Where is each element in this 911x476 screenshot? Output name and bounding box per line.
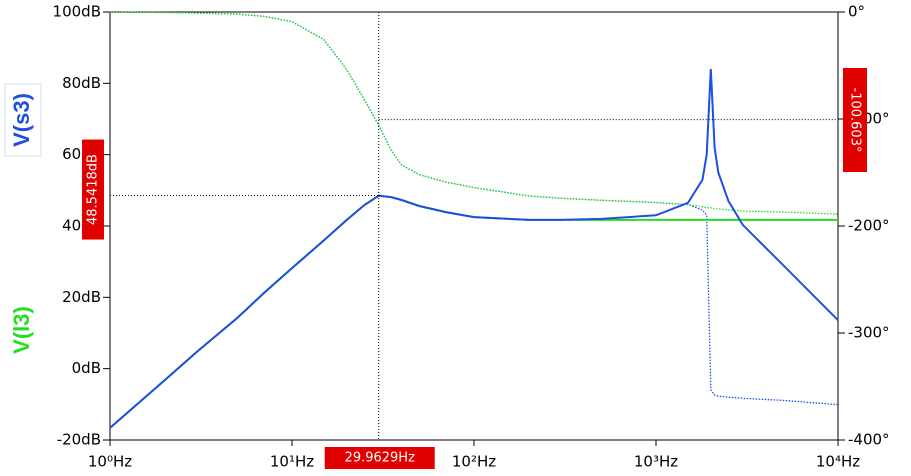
- legend-entry: V(l3): [9, 306, 34, 354]
- y2-tick-label: -400°: [848, 431, 890, 449]
- y2-tick-label: 0°: [848, 3, 865, 21]
- magnitude-line: [109, 69, 839, 429]
- y-tick-label: -20dB: [57, 431, 101, 449]
- y-tick-label: 0dB: [72, 359, 101, 377]
- y2-tick-label: -300°: [848, 324, 890, 342]
- x-tick-label: 10¹Hz: [270, 453, 314, 471]
- x-tick-label: 10²Hz: [452, 453, 496, 471]
- x-tick-label: 10⁰Hz: [88, 453, 132, 471]
- phase-line: [109, 11, 839, 215]
- y-tick-label: 20dB: [62, 288, 101, 306]
- legend-box: [4, 83, 42, 157]
- x-tick-label: 10³Hz: [634, 453, 678, 471]
- cursor-y-box: [82, 139, 104, 240]
- cursor-x-label: 29.9629Hz: [345, 451, 416, 466]
- y-tick-label: 100dB: [53, 3, 101, 21]
- magnitude-line: [109, 194, 838, 429]
- y-tick-label: 80dB: [62, 74, 101, 92]
- cursor-x-box: [324, 447, 435, 469]
- cursor-y2-label: -100.603°: [848, 88, 863, 153]
- phase-line: [109, 11, 839, 406]
- plot-frame: [109, 11, 839, 441]
- legend-entry: V(s3): [9, 93, 34, 147]
- cursor-y2-box: [843, 68, 867, 172]
- x-tick-label: 10⁴Hz: [816, 453, 860, 471]
- cursor-y-label: 48.5418dB: [86, 154, 101, 225]
- y2-tick-label: -200°: [848, 217, 890, 235]
